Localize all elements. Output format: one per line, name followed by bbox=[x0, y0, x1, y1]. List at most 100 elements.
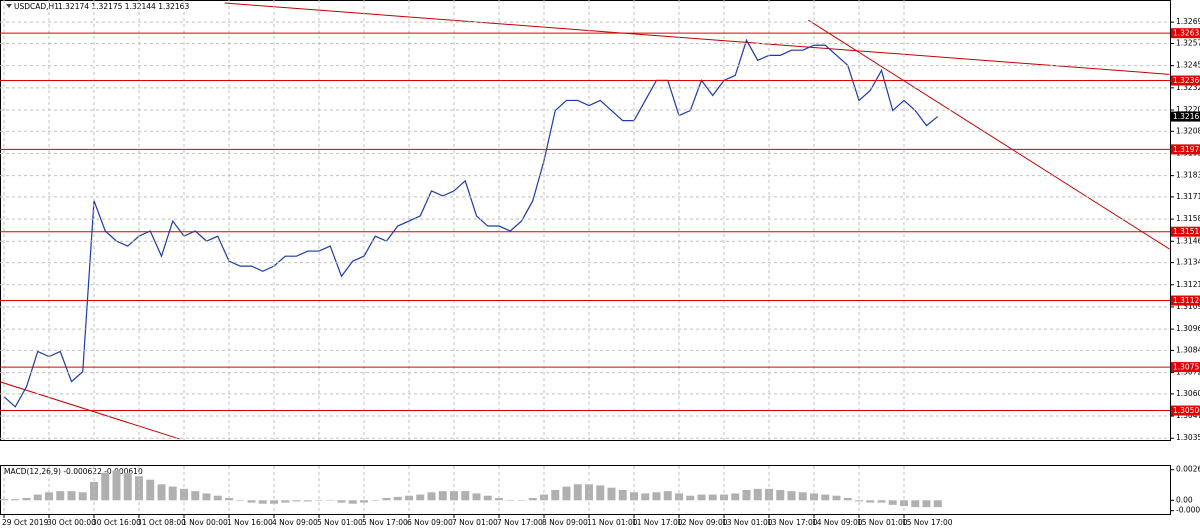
macd-bar bbox=[393, 496, 402, 501]
macd-bar bbox=[765, 488, 773, 501]
x-tick-label: 15 Nov 01:00 bbox=[857, 518, 908, 527]
macd-bar bbox=[933, 500, 942, 508]
y-tick-label: 0.00 bbox=[1176, 495, 1193, 504]
macd-bar bbox=[787, 491, 796, 501]
macd-bar bbox=[742, 490, 751, 501]
macd-bar bbox=[528, 498, 537, 501]
macd-bar bbox=[708, 494, 717, 501]
y-tick-label: 1.32080 bbox=[1176, 126, 1200, 135]
macd-bar bbox=[191, 491, 200, 501]
y-tick-label: 1.31340 bbox=[1176, 258, 1200, 267]
x-tick-label: 12 Nov 09:00 bbox=[677, 518, 728, 527]
macd-bar bbox=[753, 488, 762, 501]
x-tick-label: 14 Nov 09:00 bbox=[812, 518, 863, 527]
macd-bar bbox=[348, 500, 357, 504]
level-label: 1.32633 bbox=[1173, 29, 1200, 38]
symbol-icon bbox=[6, 4, 12, 8]
macd-bar bbox=[146, 479, 155, 501]
level-tag bbox=[1171, 28, 1200, 39]
macd-bar bbox=[56, 491, 65, 501]
price-label: 1.32163 bbox=[1173, 112, 1200, 121]
x-tick-label: 5 Nov 01:00 bbox=[317, 518, 363, 527]
y-tick-label: 1.32450 bbox=[1176, 61, 1200, 70]
macd-bar bbox=[461, 491, 470, 501]
x-tick-label: 15 Nov 17:00 bbox=[902, 518, 953, 527]
y-tick-label: 0.002676 bbox=[1176, 465, 1200, 474]
macd-bar bbox=[168, 486, 177, 501]
macd-bar bbox=[551, 490, 560, 501]
macd-bar bbox=[11, 499, 20, 501]
macd-bar bbox=[686, 495, 695, 501]
y-tick-label: -0.00091 bbox=[1176, 506, 1200, 515]
macd-bar bbox=[123, 472, 132, 501]
y-tick-label: 1.31460 bbox=[1176, 236, 1200, 245]
macd-bar bbox=[506, 500, 515, 501]
macd-bar bbox=[315, 500, 323, 501]
macd-bar bbox=[213, 495, 222, 501]
x-tick-label: 1 Nov 16:00 bbox=[227, 518, 273, 527]
level-label: 1.31514 bbox=[1173, 227, 1200, 236]
y-tick-label: 1.30965 bbox=[1176, 324, 1200, 333]
macd-bar bbox=[607, 487, 616, 501]
macd-bar bbox=[855, 500, 863, 502]
y-tick-label: 1.30600 bbox=[1176, 389, 1200, 398]
macd-bar bbox=[292, 500, 301, 502]
level-tag bbox=[1171, 405, 1200, 416]
level-label: 1.32366 bbox=[1173, 76, 1200, 85]
macd-bar bbox=[562, 486, 571, 501]
macd-bar bbox=[112, 470, 121, 501]
macd-bar bbox=[225, 498, 233, 501]
x-tick-label: 4 Nov 09:00 bbox=[272, 518, 318, 527]
macd-bar bbox=[573, 484, 582, 501]
macd-bar bbox=[303, 500, 312, 502]
x-tick-label: 30 Oct 16:00 bbox=[92, 518, 141, 527]
main-panel bbox=[0, 0, 1171, 441]
macd-bar bbox=[202, 493, 211, 501]
macd-bar bbox=[382, 498, 391, 501]
x-tick-label: 6 Nov 09:00 bbox=[407, 518, 453, 527]
x-tick-label: 7 Nov 17:00 bbox=[497, 518, 543, 527]
macd-bar bbox=[888, 500, 897, 505]
x-tick-label: 7 Nov 01:00 bbox=[452, 518, 498, 527]
macd-bar bbox=[922, 500, 931, 508]
macd-bar bbox=[281, 500, 290, 503]
x-tick-label: 11 Nov 17:00 bbox=[632, 518, 683, 527]
panel-plot bbox=[0, 2, 1170, 440]
y-tick-label: 1.32575 bbox=[1176, 38, 1200, 47]
macd-bar bbox=[371, 500, 380, 501]
y-tick-label: 1.31585 bbox=[1176, 214, 1200, 223]
panel-plot bbox=[0, 470, 942, 508]
level-label: 1.30506 bbox=[1173, 406, 1200, 415]
macd-bar bbox=[180, 488, 188, 501]
macd-bar bbox=[337, 500, 346, 503]
price-line bbox=[3, 38, 939, 408]
chart-subtitle: 1.32174 1.32175 1.32144 1.32163 bbox=[58, 2, 189, 11]
macd-bar bbox=[247, 500, 256, 503]
x-tick-label: 13 Nov 17:00 bbox=[767, 518, 818, 527]
macd-bar bbox=[731, 493, 740, 501]
x-tick-label: 1 Nov 00:00 bbox=[182, 518, 228, 527]
macd-bar bbox=[438, 491, 447, 501]
macd-bar bbox=[641, 493, 650, 501]
y-tick-label: 1.31830 bbox=[1176, 171, 1200, 180]
macd-bar bbox=[596, 485, 605, 501]
chart-title: USDCAD,H1 bbox=[14, 2, 59, 11]
level-tag bbox=[1171, 362, 1200, 373]
y-tick-label: 1.32695 bbox=[1176, 17, 1200, 26]
macd-bar bbox=[135, 476, 143, 501]
macd-bar bbox=[67, 491, 76, 501]
macd-bar bbox=[78, 492, 87, 501]
macd-bar bbox=[495, 498, 503, 501]
macd-bar bbox=[821, 494, 830, 501]
y-tick-label: 1.32200 bbox=[1176, 105, 1200, 114]
macd-bar bbox=[33, 494, 42, 501]
macd-bar bbox=[326, 500, 335, 501]
macd-bar bbox=[663, 491, 672, 501]
macd-bar bbox=[776, 490, 785, 501]
macd-bar bbox=[697, 494, 706, 501]
x-tick-label: 31 Oct 08:00 bbox=[137, 518, 186, 527]
trend-line bbox=[224, 2, 1170, 75]
macd-bar bbox=[450, 491, 458, 501]
